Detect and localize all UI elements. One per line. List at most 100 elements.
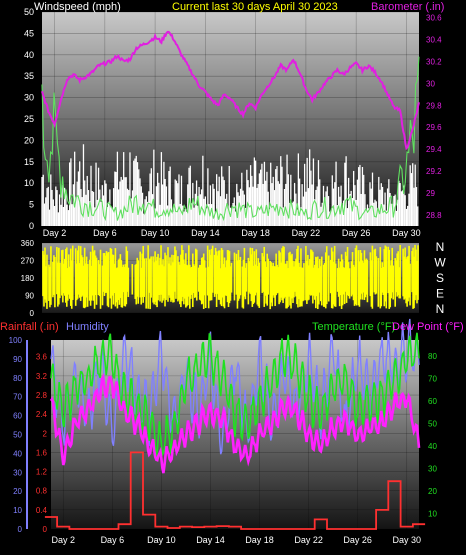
rainfall-axis-label: Rainfall (.in)	[0, 321, 59, 333]
wind-tick-label: 20	[24, 135, 34, 145]
barometer-tick-label: 29.4	[426, 145, 442, 154]
rain-tick-label: 0	[43, 525, 48, 534]
humidity-tick-label: 10	[13, 506, 22, 515]
barometer-tick-label: 28.8	[426, 211, 442, 220]
barometer-tick-label: 29.6	[426, 123, 442, 132]
barometer-tick-label: 30.2	[426, 57, 442, 66]
wind-x-tick-label: Day 18	[241, 228, 270, 238]
wind-x-tick-label: Day 2	[43, 228, 67, 238]
humidity-axis-label: Humidity	[66, 321, 109, 333]
temperature-tick-label: 50	[428, 419, 437, 428]
rain-humidity-temp-panel: 0 0.4 0.8 1.2 1.6 2 2.4 2.8 3.2 3.6 0 10 20 30 40 50 60…	[0, 318, 464, 545]
humidity-tick-label: 0	[18, 525, 23, 534]
direction-series	[42, 244, 419, 310]
rain-tick-label: 1.2	[36, 468, 48, 477]
wind-tick-label: 10	[24, 178, 34, 188]
humidity-tick-label: 20	[13, 487, 22, 496]
rain-x-tick-label: Day 30	[392, 535, 421, 545]
rain-tick-label: 0.8	[36, 487, 48, 496]
temperature-tick-label: 80	[428, 352, 437, 361]
temperature-axis-ticks: 10 20 30 40 50 60 70 80	[428, 352, 437, 519]
rain-x-tick-label: Day 2	[52, 535, 76, 545]
wind-tick-label: 40	[24, 50, 34, 60]
temperature-tick-label: 30	[428, 464, 437, 473]
rain-x-tick-label: Day 14	[196, 535, 225, 545]
wind-x-tick-label: Day 26	[342, 228, 371, 238]
rain-x-tick-label: Day 6	[101, 535, 125, 545]
compass-label: N	[436, 240, 445, 254]
wind-x-tick-label: Day 10	[141, 228, 170, 238]
direction-tick-label: 90	[25, 292, 34, 301]
wind-x-tick-label: Day 30	[392, 228, 421, 238]
direction-tick-label: 360	[21, 239, 35, 248]
humidity-tick-label: 50	[13, 431, 22, 440]
gust-series	[41, 56, 420, 222]
compass-label: E	[436, 287, 444, 301]
temperature-tick-label: 70	[428, 374, 437, 383]
direction-tick-label: 270	[21, 257, 35, 266]
rain-x-tick-label: Day 10	[147, 535, 176, 545]
wind-tick-label: 30	[24, 93, 34, 103]
wind-tick-label: 0	[29, 221, 34, 231]
barometer-line	[41, 30, 420, 151]
humidity-tick-label: 70	[13, 393, 22, 402]
temperature-tick-label: 20	[428, 487, 437, 496]
humidity-tick-label: 100	[9, 336, 23, 345]
wind-axis-label: Windspeed (mph)	[34, 1, 121, 13]
barometer-series	[41, 30, 420, 151]
rain-tick-label: 3.6	[36, 353, 48, 362]
chart-title: Current last 30 days April 30 2023	[172, 1, 338, 13]
humidity-tick-label: 40	[13, 449, 22, 458]
humidity-line	[50, 318, 420, 455]
rain-tick-label: 0.4	[36, 506, 48, 515]
barometer-tick-label: 30.4	[426, 35, 442, 44]
temperature-tick-label: 10	[428, 509, 437, 518]
barometer-tick-label: 29	[426, 189, 435, 198]
rain-tick-label: 2.4	[36, 410, 48, 419]
rain-line	[44, 451, 426, 530]
direction-tick-label: 0	[30, 309, 35, 318]
wind-tick-label: 5	[29, 200, 34, 210]
wind-x-tick-label: Day 22	[292, 228, 321, 238]
wind-x-ticks: Day 2 Day 6 Day 10 Day 14 Day 18 Day 22 Day 26…	[43, 228, 421, 238]
humidity-tick-label: 80	[13, 374, 22, 383]
temperature-tick-label: 40	[428, 442, 437, 451]
rain-humidity-temp-series	[44, 318, 426, 530]
wind-tick-label: 45	[24, 28, 34, 38]
barometer-axis-label: Barometer (.in)	[371, 1, 444, 13]
wind-tick-label: 50	[24, 7, 34, 17]
barometer-axis-ticks: 28.8 29 29.2 29.4 29.6 29.8 30 30.2 30.4 30.6	[426, 13, 442, 220]
rain-x-tick-label: Day 26	[343, 535, 372, 545]
rain-tick-label: 3.2	[36, 372, 48, 381]
direction-axis-ticks: 0 90 180 270 360	[21, 239, 35, 318]
dewpoint-line	[49, 372, 421, 474]
rain-tick-label: 1.6	[36, 448, 48, 457]
wind-tick-label: 15	[24, 157, 34, 167]
compass-label: W	[434, 256, 446, 270]
humidity-axis-ticks: 0 10 20 30 40 50 60 70 80 90 100	[9, 336, 23, 534]
rain-x-tick-label: Day 22	[294, 535, 323, 545]
dewpoint-axis-label: Dew Point (°F)	[392, 321, 464, 333]
wind-tick-label: 35	[24, 71, 34, 81]
rain-tick-label: 2.8	[36, 391, 48, 400]
rain-x-tick-label: Day 18	[245, 535, 274, 545]
humidity-tick-label: 90	[13, 355, 22, 364]
barometer-tick-label: 30	[426, 79, 435, 88]
temperature-tick-label: 60	[428, 397, 437, 406]
direction-tick-label: 180	[21, 274, 35, 283]
wind-x-tick-label: Day 14	[191, 228, 220, 238]
compass-label: N	[436, 302, 445, 316]
rain-x-ticks: Day 2 Day 6 Day 10 Day 14 Day 18 Day 22 Day 26…	[52, 535, 421, 545]
barometer-tick-label: 30.6	[426, 13, 442, 22]
temperature-axis-label: Temperature (°F)	[312, 321, 395, 333]
temperature-line	[50, 332, 420, 458]
wind-x-tick-label: Day 6	[93, 228, 117, 238]
rain-axis-ticks: 0 0.4 0.8 1.2 1.6 2 2.4 2.8 3.2 3.6	[36, 353, 48, 534]
gust-line	[41, 56, 420, 222]
barometer-tick-label: 29.8	[426, 101, 442, 110]
